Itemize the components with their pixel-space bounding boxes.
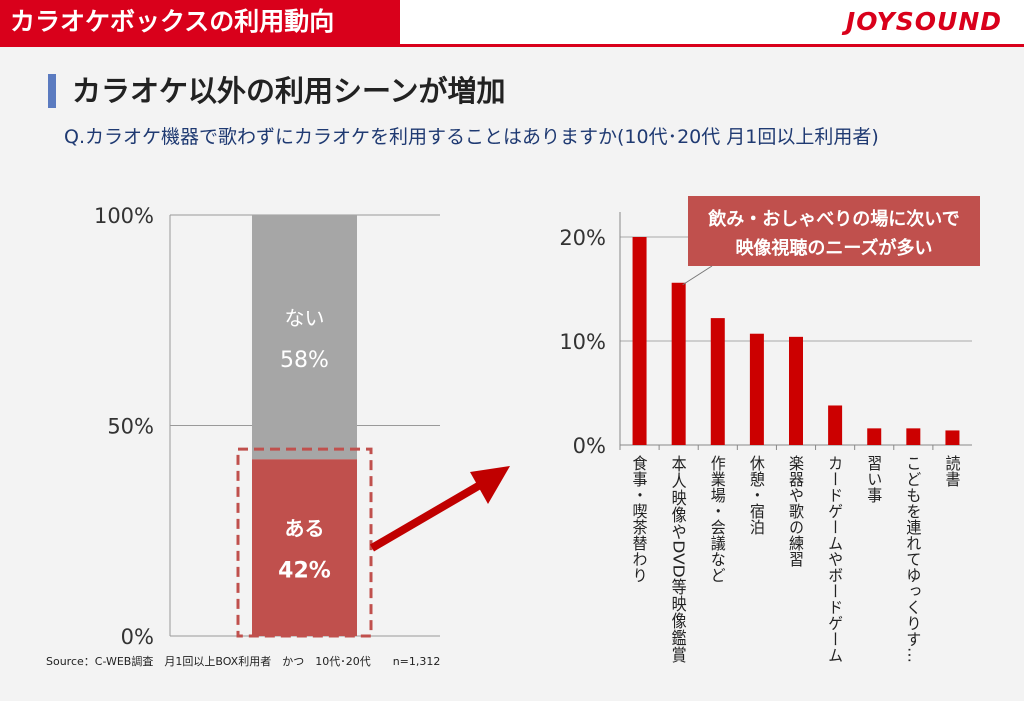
section-accent-bar: [48, 74, 56, 108]
y-tick-label: 50%: [107, 415, 154, 439]
segment-name-label: ない: [285, 306, 325, 330]
bar: [906, 428, 921, 445]
category-label: こどもを連れてゆっくりす…: [904, 455, 922, 663]
category-label: 本人映像やDVD等映像鑑賞: [670, 455, 688, 663]
pointer-arrow-shaft: [369, 474, 495, 552]
joysound-logo: JOYSOUND: [845, 7, 1002, 36]
source-note: Source：C-WEB調査 月1回以上BOX利用者 かつ 10代･20代 n=…: [46, 655, 441, 668]
page-title: カラオケボックスの利用動向: [0, 0, 400, 44]
bar-segment-yes: [252, 459, 357, 636]
category-label: 休憩・宿泊: [748, 455, 766, 535]
category-label: 食事・喫茶替わり: [631, 455, 649, 583]
segment-name-label: ある: [285, 517, 325, 541]
y-tick-label: 100%: [94, 204, 154, 228]
bar: [632, 237, 647, 445]
y-tick-label: 0%: [573, 434, 606, 458]
category-label: 作業場・会議など: [709, 455, 727, 583]
callout-line-2: 映像視聴のニーズが多い: [735, 237, 932, 259]
segment-value-label: 58%: [280, 348, 329, 373]
y-tick-label: 20%: [559, 226, 606, 250]
callout-box: [688, 196, 980, 266]
bar: [789, 336, 803, 445]
category-label: カードゲームやボードゲーム: [826, 455, 844, 663]
bar: [671, 282, 686, 445]
bar: [828, 405, 843, 445]
section-title: カラオケ以外の利用シーンが増加: [72, 74, 506, 108]
survey-question: Q.カラオケ機器で歌わずにカラオケを利用することはありますか(10代･20代 月…: [64, 126, 879, 148]
segment-value-label: 42%: [278, 559, 331, 584]
bar: [749, 333, 764, 445]
category-label: 読書: [943, 455, 961, 487]
bar: [710, 318, 725, 445]
header-bar: カラオケボックスの利用動向 JOYSOUND: [0, 0, 1024, 47]
bar: [867, 428, 882, 445]
bar-segment-no: [252, 215, 357, 460]
y-tick-label: 0%: [121, 625, 154, 649]
pointer-arrow-head: [470, 466, 510, 504]
bar: [945, 430, 960, 445]
callout-line-1: 飲み・おしゃべりの場に次いで: [707, 208, 959, 230]
callout-leader-line: [682, 265, 713, 286]
highlight-dashed-box: [236, 447, 373, 638]
category-label: 習い事: [865, 455, 883, 503]
y-tick-label: 10%: [559, 330, 606, 354]
category-label: 楽器や歌の練習: [787, 455, 805, 567]
